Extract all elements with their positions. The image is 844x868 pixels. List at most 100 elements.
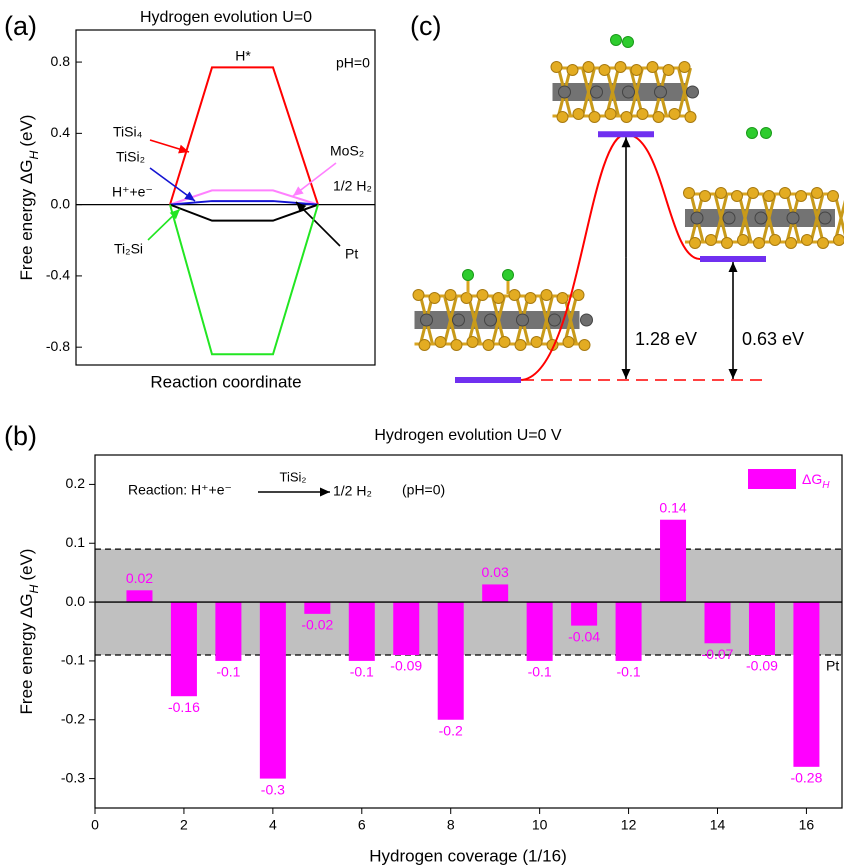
atom-s bbox=[763, 190, 775, 202]
barrier-arrow-head bbox=[621, 369, 631, 379]
atom-s bbox=[466, 336, 479, 348]
bond bbox=[761, 193, 777, 243]
value-label: -0.02 bbox=[301, 617, 333, 633]
atom-s bbox=[572, 289, 585, 301]
state-label: H* bbox=[235, 48, 251, 64]
value-label: -0.1 bbox=[528, 664, 552, 680]
bar bbox=[437, 602, 464, 720]
value-label: -0.04 bbox=[568, 628, 600, 644]
value-label: -0.3 bbox=[261, 781, 285, 797]
atom-s bbox=[737, 234, 749, 246]
atom-ti bbox=[558, 85, 571, 99]
value-label: -0.1 bbox=[617, 664, 641, 680]
panel-label: (b) bbox=[4, 421, 37, 451]
atom-s bbox=[418, 339, 431, 351]
atom-ti bbox=[590, 85, 603, 99]
barrier-arrow-head bbox=[621, 137, 631, 148]
y-tick-label: -0.2 bbox=[61, 710, 85, 726]
bond bbox=[443, 295, 458, 345]
bond bbox=[491, 295, 506, 345]
value-label: -0.28 bbox=[790, 770, 822, 786]
value-label: -0.09 bbox=[390, 658, 422, 674]
atom-s bbox=[556, 292, 569, 304]
atom-s bbox=[514, 339, 527, 351]
atom-s bbox=[683, 187, 695, 199]
atom-h bbox=[462, 269, 474, 281]
y-axis-label-part: (eV) bbox=[17, 549, 36, 581]
atom-s bbox=[753, 237, 765, 249]
bar bbox=[571, 602, 598, 626]
atom-ti bbox=[548, 313, 561, 327]
atom-s bbox=[614, 61, 627, 73]
atom-s bbox=[747, 187, 759, 199]
series-label: TiSi₂ bbox=[116, 149, 145, 165]
series-label: MoS₂ bbox=[330, 143, 364, 159]
x-tick-label: 16 bbox=[799, 817, 815, 833]
bond bbox=[539, 295, 554, 345]
series-pointer-head bbox=[178, 144, 189, 154]
atom-s bbox=[636, 108, 649, 120]
x-axis-label: Hydrogen coverage (1/16) bbox=[369, 846, 567, 865]
atom-s bbox=[817, 237, 829, 249]
barrier-label: 1.28 eV bbox=[635, 329, 697, 349]
atom-s bbox=[572, 108, 585, 120]
bar bbox=[215, 602, 242, 661]
atom-s bbox=[827, 190, 839, 202]
atom-s bbox=[662, 64, 675, 76]
barrier-label: 0.63 eV bbox=[742, 329, 804, 349]
x-tick-label: 10 bbox=[532, 817, 548, 833]
atom-s bbox=[428, 292, 441, 304]
atom-h bbox=[610, 34, 622, 46]
atom-s bbox=[582, 61, 595, 73]
atom-s bbox=[566, 64, 579, 76]
y-axis-label: Free energy ΔGH (eV) bbox=[17, 549, 41, 715]
atom-s bbox=[721, 237, 733, 249]
bar bbox=[170, 602, 197, 697]
atom-s bbox=[801, 234, 813, 246]
bar bbox=[126, 590, 153, 603]
reaction-product: 1/2 H₂ bbox=[333, 483, 372, 499]
reaction-catalyst: TiSi₂ bbox=[280, 469, 307, 484]
bar bbox=[526, 602, 553, 661]
atom-s bbox=[785, 237, 797, 249]
atom-s bbox=[498, 336, 511, 348]
series-pointer-head bbox=[169, 209, 180, 220]
value-label: -0.2 bbox=[439, 722, 463, 738]
atom-s bbox=[779, 187, 791, 199]
atom-s bbox=[705, 234, 717, 246]
y-tick-label: 0.2 bbox=[66, 475, 86, 491]
structure bbox=[412, 289, 593, 351]
y-axis-label: Free energy ΔGH (eV) bbox=[17, 115, 41, 281]
atom-ti bbox=[516, 313, 529, 327]
energy-path bbox=[169, 66, 319, 205]
atom-ti bbox=[818, 211, 832, 225]
atom-s bbox=[460, 292, 473, 304]
bond bbox=[467, 295, 482, 345]
band-label: Pt bbox=[826, 658, 839, 674]
bar bbox=[704, 602, 731, 644]
atom-ti bbox=[654, 85, 667, 99]
atom-s bbox=[530, 336, 543, 348]
atom-ti bbox=[754, 211, 768, 225]
atom-s bbox=[689, 237, 701, 249]
bond bbox=[833, 199, 844, 243]
atom-s bbox=[833, 234, 844, 246]
atom-s bbox=[699, 190, 711, 202]
bar bbox=[660, 519, 687, 603]
atom-s bbox=[652, 111, 665, 123]
structure-core bbox=[552, 83, 688, 101]
bond bbox=[809, 193, 825, 243]
y-tick-label: -0.3 bbox=[61, 769, 85, 785]
energy-path bbox=[169, 203, 319, 222]
atom-s bbox=[508, 289, 521, 301]
chart-title: Hydrogen evolution U=0 V bbox=[374, 427, 562, 444]
reaction-text: Reaction: H⁺+e⁻ bbox=[128, 482, 232, 498]
legend-label-part: ΔG bbox=[802, 471, 822, 487]
legend-swatch bbox=[748, 469, 796, 489]
series-label: Ti₂Si bbox=[114, 241, 143, 257]
atom-ti bbox=[722, 211, 736, 225]
energy-curve bbox=[519, 133, 701, 381]
bar bbox=[615, 602, 642, 661]
bar bbox=[348, 602, 375, 661]
